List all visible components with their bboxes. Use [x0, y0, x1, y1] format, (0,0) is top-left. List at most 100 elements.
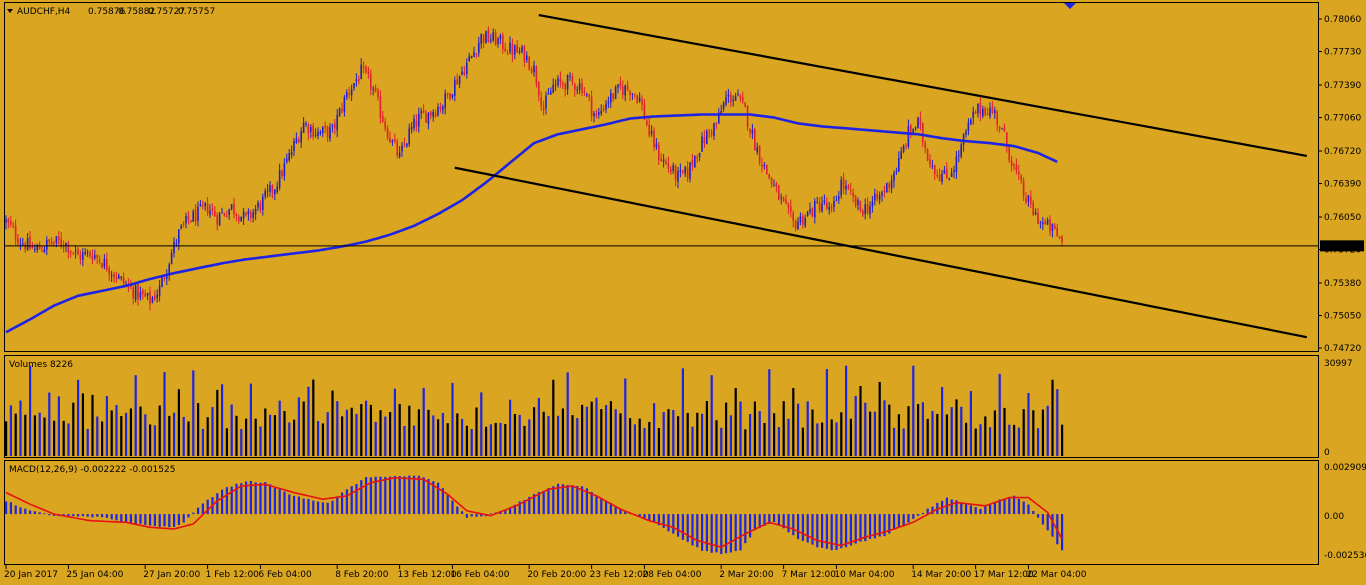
candle-body — [370, 74, 372, 89]
volume-bar — [595, 397, 598, 456]
volume-bar — [710, 375, 713, 456]
candle-body — [79, 254, 82, 260]
macd-bar — [696, 514, 699, 548]
macd-bar — [734, 514, 737, 552]
macd-bar — [283, 491, 286, 515]
candle-body — [922, 123, 924, 143]
candle-body — [1001, 128, 1003, 130]
candle-body — [146, 292, 149, 296]
candle-body — [1061, 236, 1063, 242]
volume-bar — [24, 414, 27, 456]
macd-bar — [249, 480, 252, 515]
macd-bar — [782, 514, 785, 529]
candle-body — [221, 212, 223, 214]
macd-bar — [816, 514, 819, 548]
candle-body — [346, 92, 348, 98]
candle-body — [619, 83, 622, 87]
candle-body — [670, 169, 672, 173]
time-tick-label: 25 Jan 04:00 — [66, 570, 123, 580]
volume-bar — [821, 422, 824, 456]
candle-body — [180, 225, 182, 229]
volume-bar — [705, 401, 708, 456]
macd-bar — [393, 475, 396, 515]
macd-bar — [821, 514, 824, 548]
down-arrow-icon[interactable] — [1064, 3, 1076, 9]
candle-body — [26, 238, 29, 250]
chevron-down-icon[interactable] — [7, 9, 13, 13]
candle-body — [240, 216, 242, 222]
candle-body — [458, 75, 461, 84]
candle-body — [113, 273, 115, 278]
candle-body — [631, 93, 634, 95]
volume-bar — [638, 418, 641, 456]
volume-bar — [542, 411, 545, 456]
macd-bar — [1017, 498, 1020, 515]
candle-body — [946, 168, 948, 179]
time-tick-label: 20 Jan 2017 — [4, 570, 58, 580]
candle-body — [950, 172, 953, 177]
macd-bar — [489, 513, 492, 515]
candle-body — [746, 106, 749, 127]
candle-body — [41, 250, 43, 252]
volume-bar — [470, 429, 473, 456]
candle-body — [1037, 213, 1039, 225]
candle-body — [910, 125, 912, 133]
candle-body — [852, 192, 854, 197]
macd-bar — [806, 514, 809, 543]
macd-bar — [720, 514, 723, 555]
volume-bar — [725, 402, 728, 456]
candle-body — [46, 239, 48, 250]
volume-bar — [57, 396, 60, 456]
candle-body — [466, 62, 468, 74]
moving-average-line — [5, 113, 1058, 334]
time-tick-label: 16 Feb 04:00 — [450, 570, 509, 580]
channel-upper-trendline[interactable] — [538, 13, 1307, 158]
volume-bar — [264, 408, 267, 456]
channel-lower-trendline[interactable] — [454, 166, 1308, 339]
macd-bar — [557, 483, 560, 515]
volume-bar — [216, 389, 219, 456]
macd-axis-min: -0.002536 — [1324, 551, 1366, 561]
volume-bar — [902, 428, 905, 456]
candle-body — [518, 51, 521, 53]
candle-body — [835, 200, 838, 202]
volume-bar — [681, 368, 684, 456]
candle-body — [386, 128, 389, 139]
candle-body — [953, 170, 955, 172]
macd-bar — [677, 514, 680, 537]
candle-body — [907, 126, 910, 147]
candle-body — [7, 218, 10, 223]
candle-body — [967, 122, 970, 131]
candle-body — [598, 112, 600, 115]
candle-body — [101, 263, 103, 268]
candle-body — [1022, 180, 1025, 197]
candle-body — [1032, 202, 1034, 216]
volume-bar — [571, 415, 574, 456]
macd-bar — [768, 514, 771, 524]
time-tick-label: 1 Feb 12:00 — [206, 570, 260, 580]
macd-bar — [917, 514, 920, 516]
volume-bar — [494, 422, 497, 456]
macd-bar — [129, 514, 132, 523]
macd-bar — [254, 482, 257, 515]
candle-body — [794, 220, 797, 229]
low-value: 0.75727 — [148, 7, 185, 17]
current-price-label: 0.75757 — [1324, 242, 1361, 252]
volume-bar — [753, 401, 756, 456]
candle-body — [365, 67, 367, 73]
volume-bar — [197, 403, 200, 456]
volume-bar — [249, 383, 252, 456]
macd-bar — [974, 507, 977, 515]
candle-body — [24, 244, 26, 250]
volume-bar — [393, 388, 396, 456]
volume-bar — [422, 387, 425, 456]
candle-body — [876, 193, 878, 199]
macd-bar — [413, 475, 416, 515]
volume-bar — [240, 428, 243, 456]
volume-bar — [225, 428, 228, 456]
candle-body — [144, 293, 146, 297]
volume-bar — [115, 405, 118, 456]
candle-body — [413, 118, 415, 129]
volume-bar — [926, 418, 929, 456]
